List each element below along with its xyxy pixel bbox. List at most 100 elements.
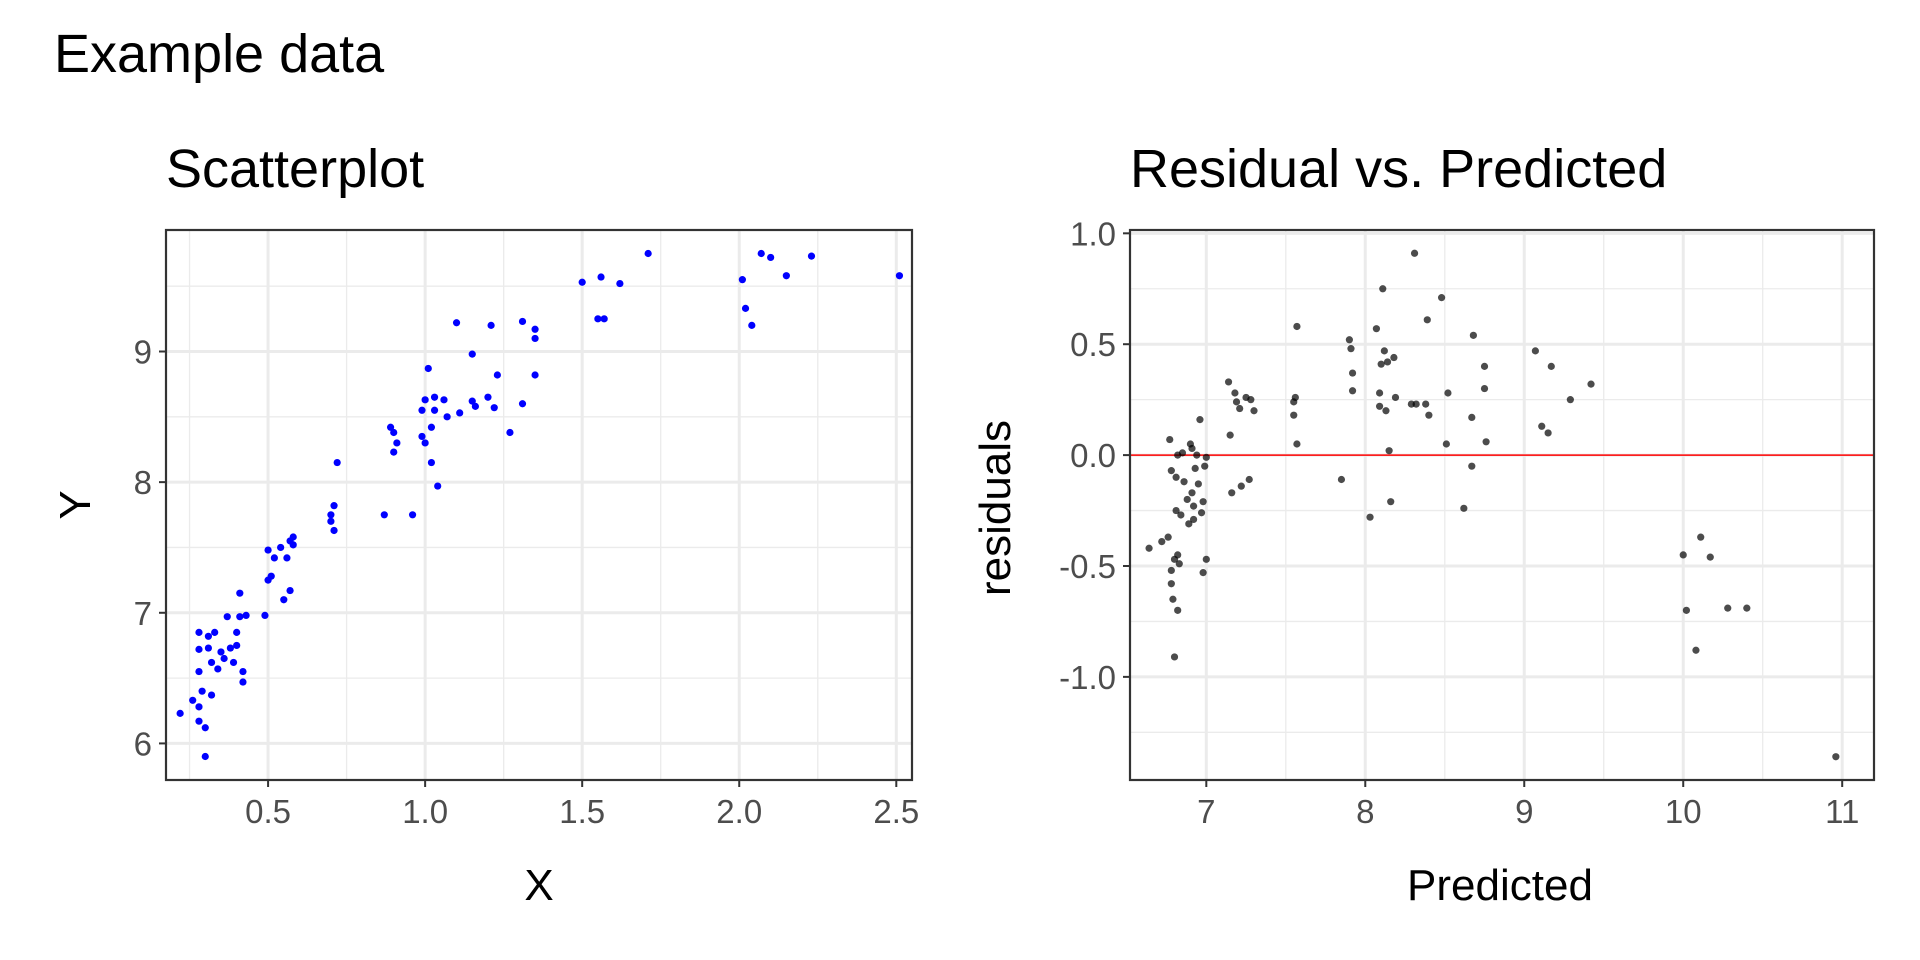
- scatterplot-data-point: [597, 273, 605, 281]
- residual-data-point: [1385, 447, 1393, 455]
- scatterplot-data-point: [261, 611, 269, 619]
- scatterplot-data-point: [456, 409, 464, 417]
- scatterplot-data-point: [427, 458, 436, 467]
- scatterplot-data-point: [264, 546, 272, 554]
- residual-x-tick-label: 7: [1197, 793, 1215, 830]
- residual-data-point: [1185, 520, 1193, 528]
- scatterplot-data-point: [490, 404, 498, 412]
- scatterplot-data-point: [330, 502, 338, 510]
- scatterplot-y-tick-label: 8: [134, 464, 152, 501]
- residual-data-point: [1236, 404, 1244, 413]
- scatterplot-data-point: [220, 654, 228, 663]
- residual-data-point: [1679, 551, 1687, 559]
- residual-data-point: [1468, 462, 1476, 470]
- scatterplot-data-point: [738, 276, 746, 284]
- residual-data-point: [1174, 606, 1182, 614]
- scatterplot-data-point: [176, 709, 184, 717]
- residual-y-tick-label: 0.5: [1070, 326, 1116, 363]
- scatterplot-data-point: [289, 541, 297, 549]
- residual-data-point: [1345, 336, 1353, 344]
- scatterplot-data-point: [386, 423, 395, 431]
- scatterplot-data-point: [195, 645, 203, 653]
- residual-data-point: [1697, 533, 1705, 541]
- residual-data-point: [1544, 429, 1552, 437]
- scatterplot-data-point: [443, 413, 451, 421]
- scatterplot-data-point: [430, 406, 439, 414]
- residual-data-point: [1177, 511, 1185, 519]
- residual-data-point: [1180, 478, 1188, 486]
- residual-data-point: [1366, 513, 1374, 521]
- scatterplot-data-point: [430, 393, 439, 401]
- scatterplot-data-point: [616, 279, 624, 288]
- residual-data-point: [1480, 384, 1489, 393]
- scatterplot-data-point: [380, 511, 388, 519]
- scatterplot-data-point: [207, 691, 216, 699]
- scatterplot-data-point: [506, 428, 514, 437]
- scatterplot-data-point: [600, 315, 608, 323]
- residual-data-point: [1188, 489, 1196, 497]
- residual-data-point: [1199, 569, 1207, 577]
- scatterplot-data-point: [198, 687, 206, 695]
- residual-data-point: [1202, 453, 1210, 461]
- scatterplot-data-point: [531, 325, 539, 333]
- scatterplot-data-point: [223, 613, 231, 621]
- scatterplot-data-point: [782, 272, 790, 280]
- residual-data-point: [1231, 389, 1239, 397]
- residual-data-point: [1202, 555, 1210, 563]
- scatterplot-data-point: [267, 572, 275, 580]
- residual-data-point: [1444, 389, 1452, 397]
- scatterplot-data-point: [487, 321, 495, 329]
- residual-panel-border: [1128, 228, 1876, 782]
- residual-data-point: [1538, 422, 1546, 430]
- scatterplot-data-point: [239, 678, 247, 686]
- residual-data-point: [1423, 316, 1431, 324]
- scatterplot-data-point: [440, 396, 448, 404]
- scatterplot-data-point: [201, 752, 209, 761]
- scatterplot-data-point: [236, 589, 244, 597]
- scatterplot-data-point: [594, 315, 602, 323]
- residual-data-point: [1170, 653, 1179, 661]
- scatterplot-data-point: [531, 371, 539, 379]
- residual-data-point: [1706, 553, 1714, 561]
- residual-data-point: [1587, 380, 1595, 388]
- scatterplot-data-point: [531, 334, 539, 343]
- residual-y-tick-label: -1.0: [1059, 659, 1116, 696]
- scatterplot-x-tick-label: 1.5: [559, 793, 605, 830]
- residual-data-point: [1290, 411, 1298, 419]
- residual-data-point: [1166, 435, 1174, 444]
- residual-data-point: [1380, 347, 1388, 355]
- residual-data-point: [1196, 416, 1204, 424]
- figure-title: Example data: [54, 24, 385, 84]
- scatterplot-x-tick-label: 0.5: [245, 793, 291, 830]
- scatterplot-x-axis-title: X: [524, 861, 553, 910]
- scatterplot-data-point: [518, 317, 527, 326]
- residual-data-point: [1442, 440, 1450, 448]
- residual-data-point: [1348, 369, 1357, 377]
- residual-data-point: [1167, 580, 1175, 588]
- residual-y-tick-label: 1.0: [1070, 215, 1116, 252]
- residual-data-point: [1743, 604, 1751, 612]
- residual-data-point: [1682, 606, 1691, 614]
- residual-data-point: [1382, 407, 1390, 415]
- residual-data-point: [1387, 498, 1395, 506]
- residual-data-point: [1164, 533, 1172, 541]
- residual-data-point: [1167, 566, 1175, 575]
- residual-data-point: [1383, 358, 1392, 366]
- residual-data-point: [1468, 413, 1476, 421]
- residual-data-point: [1189, 502, 1198, 510]
- residual-x-tick-label: 8: [1356, 793, 1374, 830]
- scatterplot-data-point: [748, 321, 756, 329]
- residual-data-point: [1832, 753, 1840, 761]
- residual-y-axis-title: residuals: [971, 420, 1020, 596]
- scatterplot-data-point: [484, 393, 492, 401]
- residual-data-point: [1197, 509, 1206, 517]
- scatterplot-data-point: [201, 724, 209, 732]
- scatterplot-data-point: [390, 448, 398, 456]
- residual-data-point: [1189, 515, 1198, 524]
- residual-data-point: [1178, 449, 1187, 457]
- scatterplot-x-tick-label: 2.5: [873, 793, 919, 830]
- scatterplot-data-point: [327, 517, 335, 525]
- residual-data-point: [1724, 604, 1732, 612]
- scatterplot-data-point: [233, 628, 241, 636]
